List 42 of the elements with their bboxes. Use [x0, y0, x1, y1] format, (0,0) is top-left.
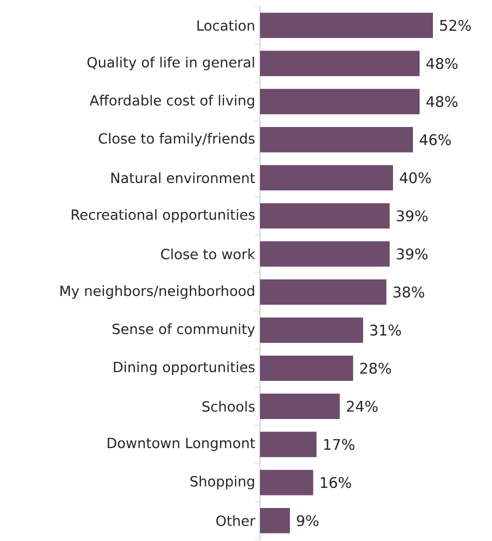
- data-label: 9%: [296, 515, 318, 526]
- y-tick-label: Close to work: [161, 248, 256, 260]
- bar: [260, 203, 390, 229]
- bar: [260, 470, 314, 496]
- y-tick-label: Schools: [202, 400, 255, 412]
- y-tick-label: Other: [216, 515, 256, 526]
- y-tick-label: Downtown Longmont: [108, 438, 255, 451]
- data-label: 17%: [324, 438, 354, 450]
- bar: [260, 317, 364, 343]
- data-label: 16%: [320, 476, 352, 488]
- data-label: 38%: [394, 286, 424, 298]
- bar: [260, 394, 340, 420]
- bar: [260, 165, 394, 190]
- y-tick-label: Quality of life in general: [87, 56, 254, 70]
- data-label: 28%: [360, 362, 391, 374]
- data-label: 46%: [420, 134, 451, 146]
- bar: [260, 12, 433, 38]
- data-label: 48%: [426, 58, 458, 70]
- bar: [260, 432, 317, 458]
- bar: [260, 127, 413, 152]
- bar: [260, 50, 420, 76]
- data-label: 40%: [400, 172, 431, 184]
- y-tick-label: My neighbors/neighborhood: [60, 285, 254, 299]
- data-label: 39%: [396, 248, 428, 260]
- data-label: 31%: [370, 324, 401, 336]
- data-label: 48%: [426, 96, 458, 108]
- data-label: 24%: [346, 400, 378, 412]
- data-label: 52%: [440, 20, 471, 31]
- y-tick-label: Shopping: [190, 476, 254, 490]
- bar: [260, 508, 290, 534]
- y-tick-label: Affordable cost of living: [90, 94, 254, 108]
- bar: [260, 88, 420, 114]
- bar: [260, 356, 354, 381]
- y-tick-label: Natural environment: [111, 172, 255, 184]
- y-tick-label: Location: [197, 20, 254, 31]
- bar: [260, 279, 386, 305]
- bar: [260, 241, 390, 267]
- y-tick-label: Close to family/friends: [98, 132, 255, 146]
- y-tick-label: Sense of community: [112, 323, 255, 337]
- y-tick-label: Dining opportunities: [114, 361, 255, 376]
- data-label: 39%: [396, 210, 428, 222]
- y-tick-label: Recreational opportunities: [72, 209, 255, 223]
